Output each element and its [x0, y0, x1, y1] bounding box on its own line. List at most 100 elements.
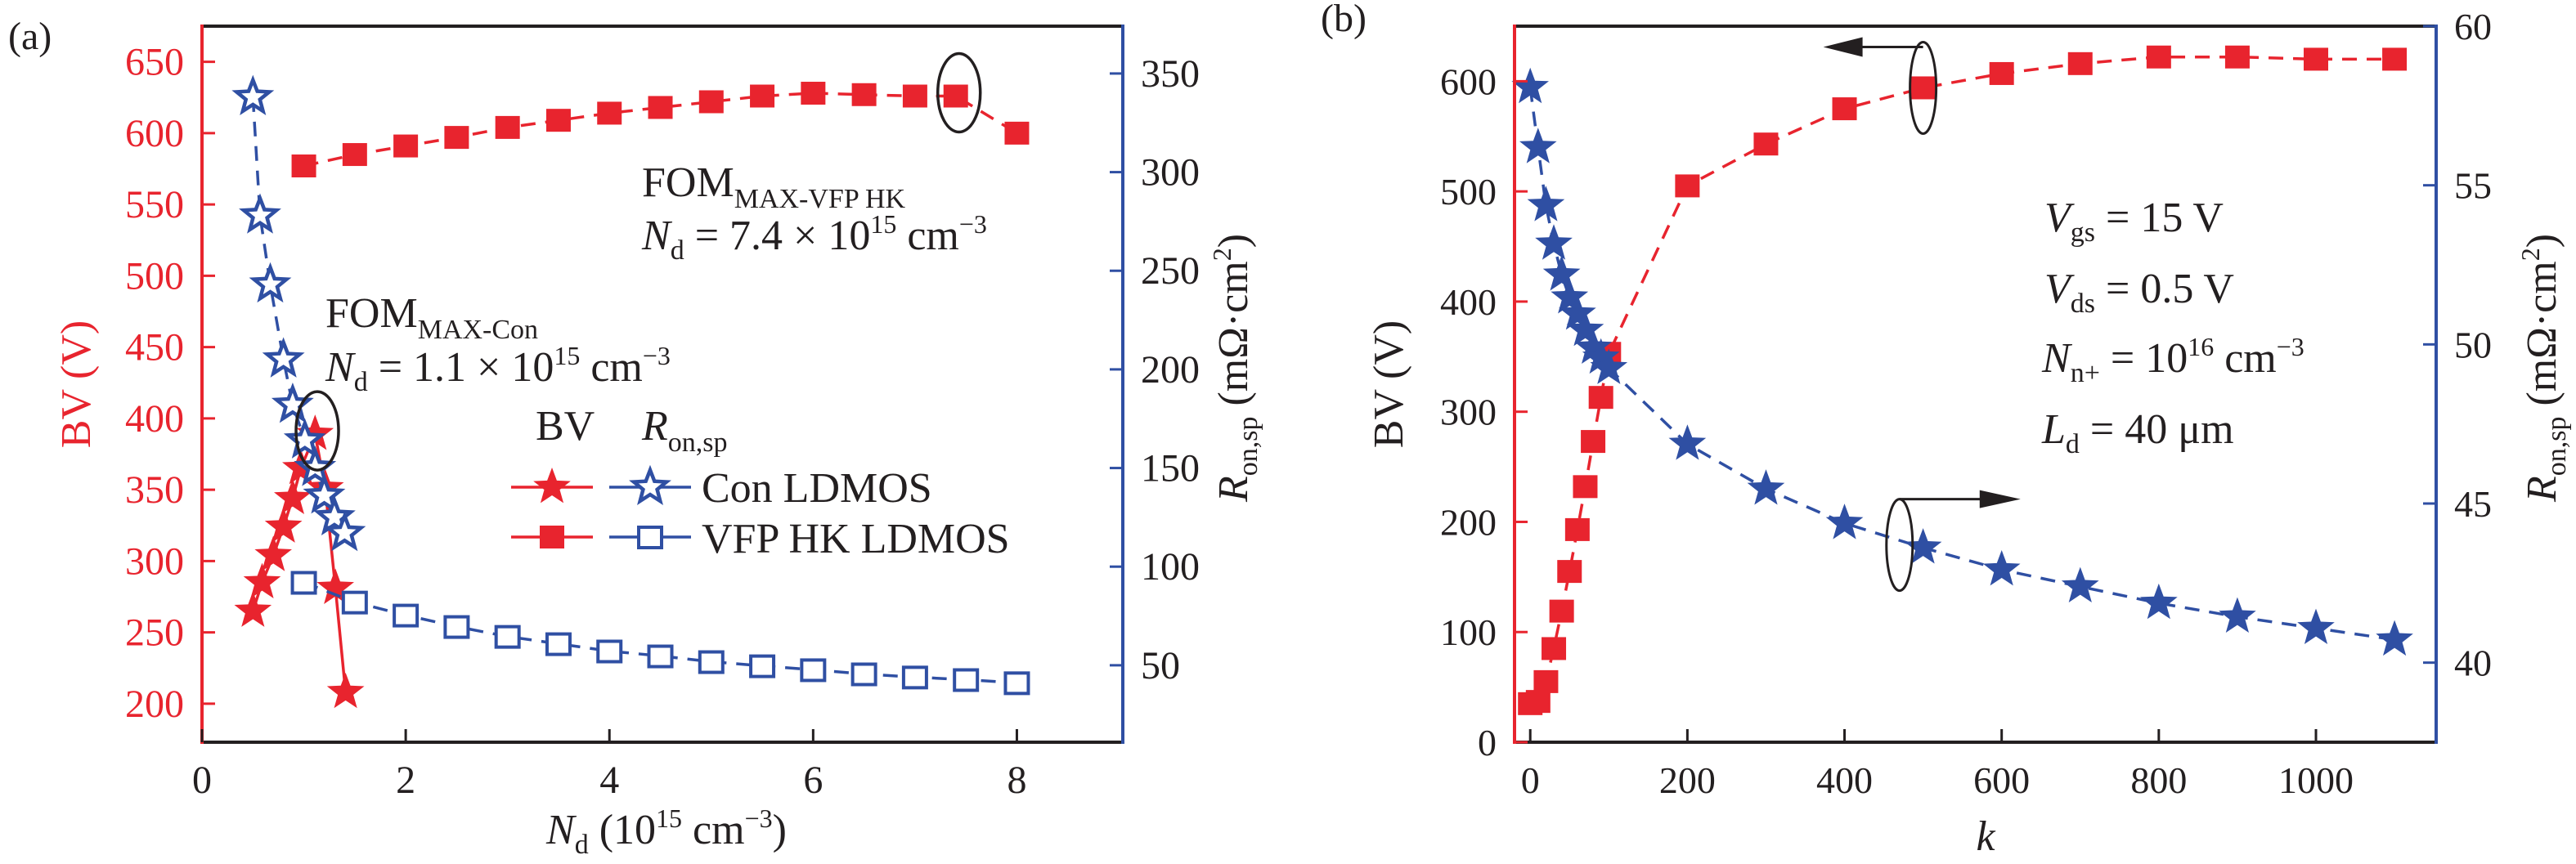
- data-point: [290, 571, 317, 595]
- fom-con-nd-value: = 1.1 × 10: [368, 344, 554, 391]
- data-point: [1525, 690, 1551, 714]
- data-point: [1582, 338, 1620, 374]
- y-left-tick-label: 350: [125, 468, 184, 512]
- x-label-unit: cm: [682, 807, 745, 853]
- data-point: [1747, 469, 1785, 505]
- fom-vfp-nd: Nd = 7.4 × 1015 cm−3: [641, 209, 987, 266]
- fom-con-title: FOMMAX-Con: [325, 290, 538, 345]
- fom-con-nd-symbol: N: [325, 344, 357, 391]
- series-line-1: [251, 429, 348, 693]
- y-right-tick-label: 200: [1141, 348, 1200, 392]
- fom-con-nd-unit-exp: −3: [643, 341, 671, 370]
- data-point: [545, 109, 571, 132]
- data-point: [1004, 121, 1030, 145]
- data-point: [2297, 608, 2335, 644]
- data-point: [901, 665, 928, 690]
- legend-marker-bv: [533, 468, 571, 504]
- y-right-tick-label: 45: [2454, 483, 2492, 525]
- ron-unit: (mΩ·cm: [1210, 261, 1257, 416]
- y-left-tick-label: 550: [125, 183, 184, 226]
- data-point: [2304, 47, 2328, 71]
- legend-header-bv: BV: [536, 403, 595, 450]
- y-right-tick-label: 100: [1141, 545, 1200, 589]
- y-left-tick-label: 250: [125, 611, 184, 655]
- b-ron-unit-sup: 2: [2515, 248, 2545, 261]
- data-point: [303, 473, 346, 514]
- panel-a: (a) 0 2 4 6 8 200 250 300 350 400 450 500 550 600 650 5…: [8, 15, 1263, 860]
- fom-vfp-sub: MAX-VFP HK: [734, 184, 906, 214]
- data-point: [1542, 255, 1581, 291]
- condition-vds: Vds = 0.5 V: [2044, 266, 2234, 319]
- data-point: [262, 337, 305, 378]
- data-point: [239, 193, 281, 234]
- ld-symbol: L: [2041, 406, 2066, 453]
- data-point: [2376, 620, 2413, 656]
- panel-a-x-label: Nd (1015 cm−3): [545, 804, 787, 860]
- data-point: [698, 90, 724, 114]
- fom-con-nd: Nd = 1.1 × 1015 cm−3: [325, 341, 671, 397]
- fom-vfp-nd-exp: 15: [870, 209, 896, 239]
- y-left-tick-label: 300: [1440, 392, 1497, 433]
- fom-vfp-nd-symbol: N: [641, 213, 673, 259]
- data-point: [1511, 67, 1549, 104]
- vgs-symbol: V: [2044, 195, 2075, 241]
- condition-vgs: Vgs = 15 V: [2044, 195, 2224, 248]
- data-point: [1533, 669, 1559, 693]
- data-point: [444, 126, 469, 150]
- nn-unit-exp: −3: [2277, 332, 2304, 361]
- data-point: [231, 74, 275, 115]
- x-label-sub: d: [575, 830, 589, 860]
- b-ron-unit-close: ): [2519, 234, 2565, 248]
- legend-header-ron: Ron,sp: [641, 403, 728, 458]
- legend-entry-con: Con LDMOS: [702, 465, 932, 512]
- condition-ld: Ld = 40 μm: [2041, 406, 2234, 459]
- data-point: [243, 562, 281, 598]
- data-point: [1519, 128, 1557, 163]
- data-point: [2382, 47, 2408, 71]
- y-left-tick-label: 200: [1440, 501, 1497, 543]
- data-point: [294, 445, 337, 486]
- data-point: [1559, 294, 1596, 330]
- data-point: [1557, 560, 1582, 584]
- x-tick-label: 0: [1521, 759, 1540, 801]
- data-point: [850, 662, 877, 687]
- series-line-4: [303, 580, 1017, 685]
- fom-con-sub: MAX-Con: [418, 315, 538, 345]
- data-point: [1573, 475, 1598, 499]
- data-point: [596, 639, 623, 664]
- panel-b-y-right-label: Ron,sp (mΩ·cm2): [2515, 234, 2572, 503]
- data-point: [2224, 45, 2250, 69]
- legend-header-ron-symbol: R: [641, 403, 668, 450]
- y-left-tick-label: 300: [125, 539, 184, 583]
- y-left-tick-label: 450: [125, 326, 184, 369]
- panel-a-y-right-label: Ron,sp (mΩ·cm2): [1207, 234, 1263, 503]
- data-point: [953, 668, 980, 692]
- ld-sub: d: [2066, 429, 2080, 459]
- y-left-tick-label: 500: [1440, 171, 1497, 213]
- x-tick-label: 6: [803, 759, 823, 802]
- x-label-unit-sup: −3: [745, 804, 773, 833]
- ron-unit-close: ): [1210, 234, 1257, 248]
- arrow-right-icon: [1979, 490, 2021, 508]
- fom-con-nd-sub: d: [354, 367, 368, 397]
- x-tick-label: 200: [1659, 759, 1716, 801]
- data-point: [291, 154, 316, 178]
- y-left-tick-label: 200: [125, 683, 184, 726]
- fom-vfp-nd-sub: d: [671, 235, 684, 266]
- data-point: [264, 507, 303, 543]
- y-left-tick-label: 400: [1440, 281, 1497, 323]
- vds-symbol: V: [2044, 266, 2075, 312]
- data-point: [597, 101, 622, 125]
- data-point: [341, 590, 368, 615]
- panel-b-axes: 0 200 400 600 800 1000 0 100 200 300 400 500 600 40 45…: [1440, 6, 2492, 801]
- data-point: [271, 382, 314, 423]
- data-point: [1982, 550, 2021, 586]
- legend-marks: [511, 464, 691, 549]
- data-point: [1581, 430, 1606, 454]
- panel-a-label: (a): [8, 15, 52, 58]
- data-point: [943, 84, 968, 108]
- data-point: [749, 654, 776, 678]
- y-right-tick-label: 350: [1141, 52, 1200, 96]
- x-tick-label: 600: [1973, 759, 2030, 801]
- nn-unit: cm: [2214, 335, 2277, 382]
